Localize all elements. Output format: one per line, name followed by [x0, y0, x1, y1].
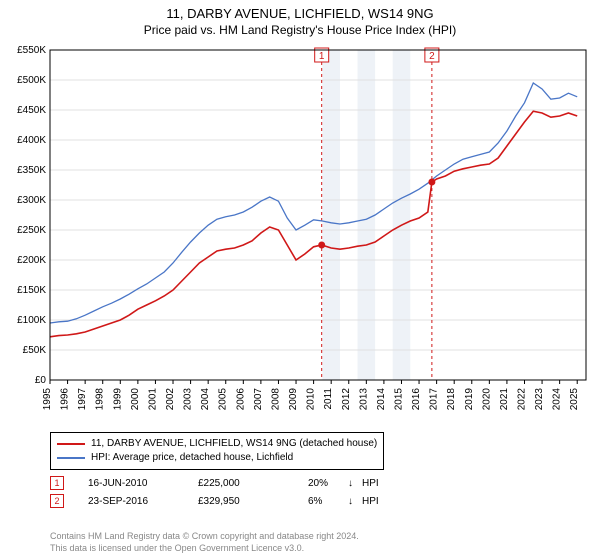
svg-text:£350K: £350K — [17, 165, 46, 176]
sale-row-1: 1 16-JUN-2010 £225,000 20% ↓ HPI — [50, 474, 379, 492]
svg-text:2006: 2006 — [235, 388, 246, 411]
svg-text:£200K: £200K — [17, 255, 46, 266]
svg-text:£400K: £400K — [17, 135, 46, 146]
sale-price-1: £225,000 — [198, 478, 308, 489]
svg-text:1995: 1995 — [42, 388, 53, 411]
svg-text:2009: 2009 — [288, 388, 299, 411]
sale-marker-1: 1 — [50, 476, 64, 490]
svg-text:2005: 2005 — [218, 388, 229, 411]
svg-text:£0: £0 — [35, 375, 47, 386]
svg-text:2000: 2000 — [130, 388, 141, 411]
svg-text:£450K: £450K — [17, 105, 46, 116]
svg-text:£150K: £150K — [17, 285, 46, 296]
sale-row-2: 2 23-SEP-2016 £329,950 6% ↓ HPI — [50, 492, 379, 510]
legend-label-hpi: HPI: Average price, detached house, Lich… — [91, 451, 293, 465]
svg-text:2019: 2019 — [464, 388, 475, 411]
title-line-1: 11, DARBY AVENUE, LICHFIELD, WS14 9NG — [0, 6, 600, 21]
svg-text:1999: 1999 — [112, 388, 123, 411]
chart-title-block: 11, DARBY AVENUE, LICHFIELD, WS14 9NG Pr… — [0, 0, 600, 37]
svg-text:£250K: £250K — [17, 225, 46, 236]
svg-text:2020: 2020 — [481, 388, 492, 411]
svg-text:2003: 2003 — [183, 388, 194, 411]
price-chart: £0 £50K £100K £150K £200K £250K £300K £350K £400… — [0, 44, 600, 424]
svg-text:£500K: £500K — [17, 75, 46, 86]
legend-label-price-paid: 11, DARBY AVENUE, LICHFIELD, WS14 9NG (d… — [91, 437, 377, 451]
sale-pct-2: 6% — [308, 496, 348, 507]
svg-text:2021: 2021 — [499, 388, 510, 411]
title-line-2: Price paid vs. HM Land Registry's House … — [0, 23, 600, 37]
svg-text:2012: 2012 — [341, 388, 352, 411]
down-arrow-icon: ↓ — [348, 496, 362, 507]
sales-table: 1 16-JUN-2010 £225,000 20% ↓ HPI 2 23-SE… — [50, 474, 379, 510]
sale-date-1: 16-JUN-2010 — [88, 478, 198, 489]
svg-text:1: 1 — [319, 51, 325, 62]
svg-text:2024: 2024 — [552, 388, 563, 411]
svg-text:1997: 1997 — [77, 388, 88, 411]
svg-text:1996: 1996 — [60, 388, 71, 411]
svg-text:2014: 2014 — [376, 388, 387, 411]
svg-text:2025: 2025 — [569, 388, 580, 411]
svg-text:2002: 2002 — [165, 388, 176, 411]
svg-text:2007: 2007 — [253, 388, 264, 411]
sale-vs-1: HPI — [362, 478, 379, 489]
legend-item-price-paid: 11, DARBY AVENUE, LICHFIELD, WS14 9NG (d… — [57, 437, 377, 451]
svg-text:2004: 2004 — [200, 388, 211, 411]
svg-text:2023: 2023 — [534, 388, 545, 411]
sale-price-2: £329,950 — [198, 496, 308, 507]
legend: 11, DARBY AVENUE, LICHFIELD, WS14 9NG (d… — [50, 432, 384, 470]
licence-footer: Contains HM Land Registry data © Crown c… — [50, 530, 359, 554]
svg-text:2008: 2008 — [270, 388, 281, 411]
sale-marker-2: 2 — [50, 494, 64, 508]
footer-line-2: This data is licensed under the Open Gov… — [50, 542, 359, 554]
svg-text:2018: 2018 — [446, 388, 457, 411]
legend-item-hpi: HPI: Average price, detached house, Lich… — [57, 451, 377, 465]
footer-line-1: Contains HM Land Registry data © Crown c… — [50, 530, 359, 542]
down-arrow-icon: ↓ — [348, 478, 362, 489]
svg-text:2001: 2001 — [147, 388, 158, 411]
svg-text:2: 2 — [429, 51, 435, 62]
svg-text:2013: 2013 — [358, 388, 369, 411]
sale-date-2: 23-SEP-2016 — [88, 496, 198, 507]
svg-text:2022: 2022 — [516, 388, 527, 411]
svg-text:£550K: £550K — [17, 45, 46, 56]
svg-text:£300K: £300K — [17, 195, 46, 206]
svg-text:2011: 2011 — [323, 388, 334, 410]
svg-text:1998: 1998 — [95, 388, 106, 411]
svg-text:2016: 2016 — [411, 388, 422, 411]
legend-swatch-price-paid — [57, 443, 85, 445]
legend-swatch-hpi — [57, 457, 85, 459]
chart-container: £0 £50K £100K £150K £200K £250K £300K £350K £400… — [0, 44, 600, 424]
svg-text:£100K: £100K — [17, 315, 46, 326]
svg-text:£50K: £50K — [23, 345, 47, 356]
svg-text:2017: 2017 — [429, 388, 440, 411]
sale-pct-1: 20% — [308, 478, 348, 489]
svg-text:2015: 2015 — [393, 388, 404, 411]
sale-vs-2: HPI — [362, 496, 379, 507]
svg-text:2010: 2010 — [306, 388, 317, 411]
